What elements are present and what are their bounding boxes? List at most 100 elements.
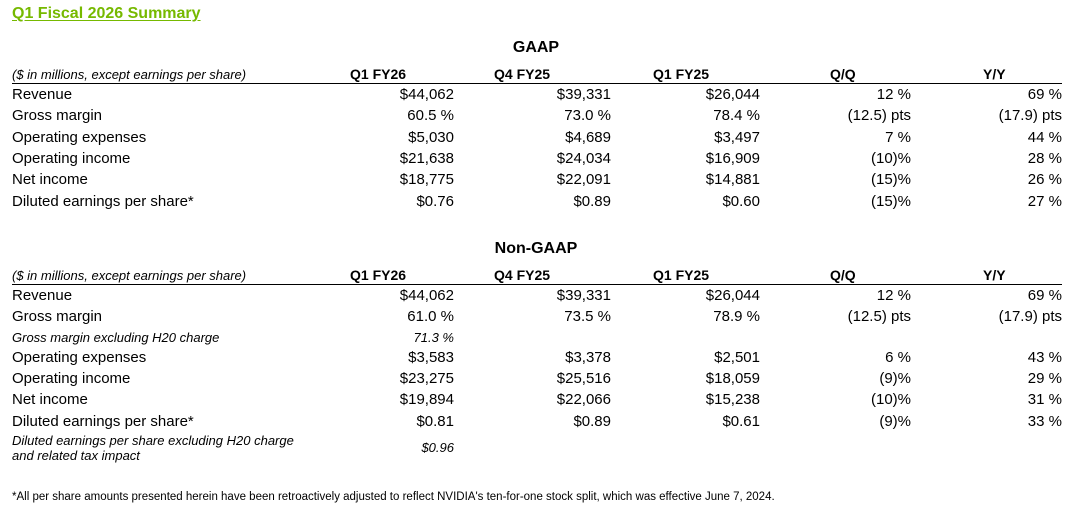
cell-q1fy26: 61.0 % — [407, 308, 454, 326]
cell-q4fy25: $22,091 — [556, 171, 611, 189]
col-header-q1fy26: Q1 FY26 — [317, 62, 462, 84]
gaap-table: ($ in millions, except earnings per shar… — [12, 62, 1062, 212]
cell-q1fy25: $26,044 — [705, 86, 760, 104]
table-row: Gross margin 61.0 % 73.5 % 78.9 % (12.5)… — [12, 306, 1062, 327]
row-label: Gross margin excluding H20 charge — [12, 329, 220, 345]
row-label: Net income — [12, 391, 88, 409]
row-label: Operating expenses — [12, 128, 147, 146]
cell-q1fy26: 71.3 % — [413, 329, 454, 345]
cell-qq: 12 % — [876, 86, 911, 104]
cell-yy: 27 % — [1027, 192, 1062, 210]
cell-yy: 69 % — [1027, 287, 1062, 305]
cell-q4fy25: 73.5 % — [564, 308, 611, 326]
cell-qq: 7 % — [885, 128, 911, 146]
cell-q1fy26: $5,030 — [408, 128, 454, 146]
cell-q4fy25: $25,516 — [556, 370, 611, 388]
cell-yy: 43 % — [1027, 348, 1062, 366]
cell-qq: (15)% — [870, 192, 911, 210]
cell-q1fy25: $0.60 — [722, 192, 760, 210]
cell-qq: (12.5) pts — [847, 107, 911, 125]
cell-yy: 29 % — [1027, 370, 1062, 388]
page-title[interactable]: Q1 Fiscal 2026 Summary — [12, 5, 201, 22]
cell-q1fy25: $16,909 — [705, 150, 760, 168]
cell-q4fy25: $39,331 — [556, 86, 611, 104]
row-label: Operating expenses — [12, 348, 147, 366]
table-row: Operating expenses $3,583 $3,378 $2,501 … — [12, 347, 1062, 368]
cell-q1fy25 — [617, 328, 764, 347]
cell-qq — [764, 328, 913, 347]
cell-qq: (15)% — [870, 171, 911, 189]
row-label: Diluted earnings per share* — [12, 412, 194, 430]
row-label: Gross margin — [12, 107, 103, 125]
cell-q1fy25: $2,501 — [714, 348, 760, 366]
col-header-qq: Q/Q — [764, 62, 913, 84]
table-row: Gross margin 60.5 % 73.0 % 78.4 % (12.5)… — [12, 105, 1062, 126]
nongaap-section-title: Non-GAAP — [494, 240, 578, 257]
table-row: Diluted earnings per share* $0.76 $0.89 … — [12, 190, 1062, 211]
table-row: Diluted earnings per share excluding H20… — [12, 432, 1062, 464]
cell-qq: 6 % — [885, 348, 911, 366]
col-header-q4fy25: Q4 FY25 — [462, 263, 617, 285]
cell-yy: (17.9) pts — [998, 308, 1062, 326]
cell-qq: (10)% — [870, 150, 911, 168]
cell-q1fy26: $0.96 — [421, 440, 454, 456]
row-label: Operating income — [12, 150, 131, 168]
table-row: Net income $18,775 $22,091 $14,881 (15)%… — [12, 169, 1062, 190]
cell-q4fy25: $24,034 — [556, 150, 611, 168]
row-label: Diluted earnings per share excluding H20… — [12, 432, 294, 463]
cell-q4fy25 — [462, 328, 617, 347]
col-header-q4fy25: Q4 FY25 — [462, 62, 617, 84]
nongaap-table: ($ in millions, except earnings per shar… — [12, 263, 1062, 464]
cell-q4fy25: $0.89 — [573, 412, 611, 430]
table-row: Diluted earnings per share* $0.81 $0.89 … — [12, 410, 1062, 431]
cell-q1fy25: $3,497 — [714, 128, 760, 146]
cell-yy: (17.9) pts — [998, 107, 1062, 125]
table-row: Operating income $21,638 $24,034 $16,909… — [12, 148, 1062, 169]
cell-qq — [764, 432, 913, 464]
row-label: Gross margin — [12, 308, 103, 326]
cell-q1fy26: $19,894 — [399, 391, 454, 409]
col-header-yy: Y/Y — [913, 263, 1062, 285]
col-header-qq: Q/Q — [764, 263, 913, 285]
units-note: ($ in millions, except earnings per shar… — [12, 62, 317, 84]
cell-q4fy25: $0.89 — [573, 192, 611, 210]
cell-q1fy26: 60.5 % — [407, 107, 454, 125]
cell-yy: 28 % — [1027, 150, 1062, 168]
cell-q1fy26: $23,275 — [399, 370, 454, 388]
col-header-q1fy26: Q1 FY26 — [317, 263, 462, 285]
cell-q1fy25: $0.61 — [722, 412, 760, 430]
cell-yy: 33 % — [1027, 412, 1062, 430]
cell-q1fy26: $3,583 — [408, 348, 454, 366]
gaap-section-title: GAAP — [512, 39, 560, 56]
cell-yy: 31 % — [1027, 391, 1062, 409]
cell-q1fy25: $15,238 — [705, 391, 760, 409]
cell-yy — [913, 328, 1062, 347]
cell-q4fy25: $4,689 — [565, 128, 611, 146]
cell-q1fy26: $0.81 — [416, 412, 454, 430]
cell-q4fy25: $3,378 — [565, 348, 611, 366]
cell-q1fy25: 78.4 % — [713, 107, 760, 125]
cell-q4fy25: $39,331 — [556, 287, 611, 305]
row-label: Revenue — [12, 287, 73, 305]
cell-q1fy26: $44,062 — [399, 287, 454, 305]
cell-qq: (9)% — [879, 412, 911, 430]
row-label: Diluted earnings per share* — [12, 192, 194, 210]
cell-q1fy26: $44,062 — [399, 86, 454, 104]
cell-q4fy25: $22,066 — [556, 391, 611, 409]
gaap-header-row: ($ in millions, except earnings per shar… — [12, 62, 1062, 84]
table-row: Operating expenses $5,030 $4,689 $3,497 … — [12, 127, 1062, 148]
cell-q4fy25: 73.0 % — [564, 107, 611, 125]
cell-q1fy26: $21,638 — [399, 150, 454, 168]
col-header-yy: Y/Y — [913, 62, 1062, 84]
cell-q1fy25: $18,059 — [705, 370, 760, 388]
cell-yy: 69 % — [1027, 86, 1062, 104]
table-row: Revenue $44,062 $39,331 $26,044 12 % 69 … — [12, 285, 1062, 307]
col-header-q1fy25: Q1 FY25 — [617, 263, 764, 285]
cell-q1fy26: $0.76 — [416, 192, 454, 210]
cell-q1fy25: $14,881 — [705, 171, 760, 189]
footnote: *All per share amounts presented herein … — [12, 491, 775, 503]
row-label: Revenue — [12, 86, 73, 104]
cell-yy: 44 % — [1027, 128, 1062, 146]
cell-q1fy25: 78.9 % — [713, 308, 760, 326]
row-label: Net income — [12, 171, 88, 189]
